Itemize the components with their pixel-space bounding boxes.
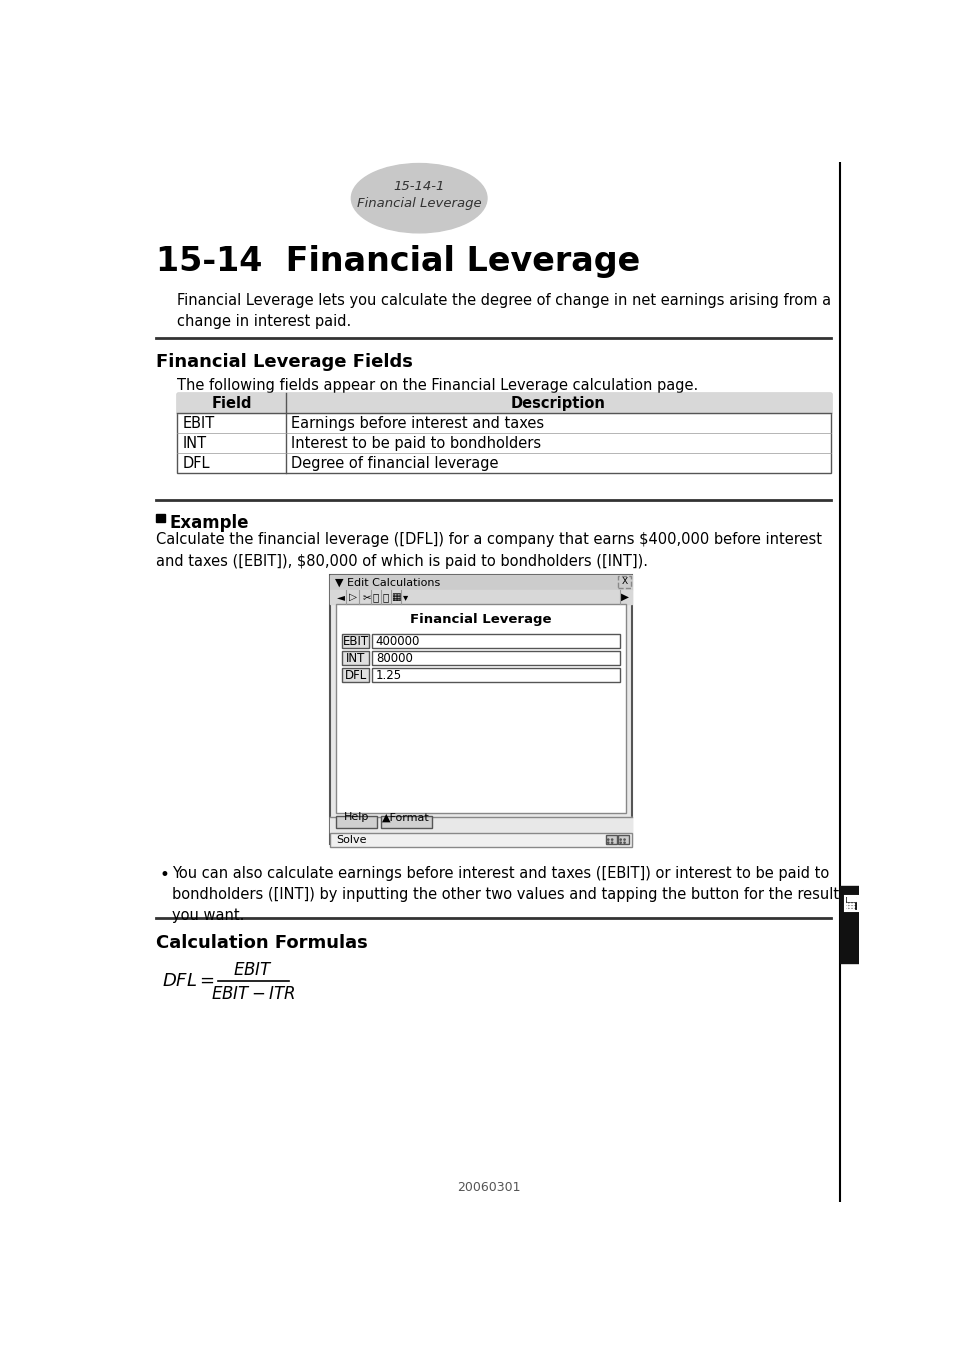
Text: Financial Leverage: Financial Leverage [356, 197, 481, 211]
Text: INT: INT [346, 652, 365, 666]
Bar [330, 590, 632, 603]
Text: ▾: ▾ [402, 593, 408, 602]
Text: Financial Leverage lets you calculate the degree of change in net earnings arisi: Financial Leverage lets you calculate th… [177, 293, 831, 329]
Bar [381, 815, 431, 828]
Bar [618, 836, 629, 844]
Text: ◄: ◄ [336, 593, 345, 602]
Text: INT: INT [183, 436, 207, 451]
Bar [177, 393, 830, 413]
Bar [605, 836, 617, 844]
Text: Calculate the financial leverage ([DFL]) for a company that earns $400,000 befor: Calculate the financial leverage ([DFL])… [156, 532, 821, 568]
Text: 15-14-1: 15-14-1 [393, 180, 444, 193]
Bar [330, 833, 632, 846]
Text: $\mathit{EBIT}-\mathit{ITR}$: $\mathit{EBIT}-\mathit{ITR}$ [211, 984, 295, 1003]
Text: Calculation Formulas: Calculation Formulas [156, 934, 368, 952]
Bar [618, 576, 630, 587]
Text: X: X [620, 578, 627, 586]
Bar [342, 651, 369, 664]
Text: 400000: 400000 [375, 636, 419, 648]
Circle shape [852, 903, 854, 906]
Circle shape [845, 909, 847, 911]
Text: $\mathit{DFL}=$: $\mathit{DFL}=$ [162, 972, 214, 991]
Ellipse shape [351, 163, 486, 232]
Text: Financial Leverage Fields: Financial Leverage Fields [156, 352, 413, 371]
Text: ⎘: ⎘ [373, 593, 378, 602]
Circle shape [848, 906, 850, 909]
Text: ▷: ▷ [349, 593, 357, 602]
Circle shape [852, 909, 854, 911]
Text: •: • [159, 865, 170, 884]
Bar [372, 668, 619, 682]
Circle shape [845, 906, 847, 909]
Text: 15-14  Financial Leverage: 15-14 Financial Leverage [156, 246, 640, 278]
Circle shape [852, 906, 854, 909]
Bar [335, 603, 625, 814]
Text: ▦: ▦ [391, 593, 400, 602]
Bar [342, 668, 369, 682]
FancyBboxPatch shape [844, 896, 857, 911]
Text: The following fields appear on the Financial Leverage calculation page.: The following fields appear on the Finan… [177, 378, 698, 393]
Text: EBIT: EBIT [183, 416, 214, 431]
Circle shape [845, 903, 847, 906]
Text: ▶: ▶ [619, 593, 628, 602]
Text: Example: Example [170, 514, 249, 532]
Text: DFL: DFL [344, 670, 366, 682]
Text: ✂: ✂ [362, 593, 371, 602]
Bar [177, 393, 830, 472]
Text: EBIT: EBIT [342, 636, 368, 648]
Text: Description: Description [510, 396, 605, 410]
Text: Help: Help [343, 813, 369, 822]
Bar [342, 634, 369, 648]
Text: 20060301: 20060301 [456, 1181, 520, 1195]
Bar [372, 651, 619, 664]
Text: 80000: 80000 [375, 652, 413, 666]
Text: Earnings before interest and taxes: Earnings before interest and taxes [291, 416, 544, 431]
Text: $\mathit{EBIT}$: $\mathit{EBIT}$ [233, 961, 274, 979]
Text: ▼ Edit Calculations: ▼ Edit Calculations [335, 578, 439, 587]
Text: Financial Leverage: Financial Leverage [410, 613, 552, 626]
Text: 1.25: 1.25 [375, 670, 401, 682]
Text: Field: Field [212, 396, 252, 410]
Text: DFL: DFL [183, 455, 210, 471]
Circle shape [848, 909, 850, 911]
Text: Interest to be paid to bondholders: Interest to be paid to bondholders [291, 436, 541, 451]
Bar [372, 634, 619, 648]
Bar [156, 514, 165, 522]
Bar [840, 886, 858, 963]
Bar [330, 575, 632, 590]
Bar [335, 815, 376, 828]
Text: ▲Format: ▲Format [382, 813, 430, 822]
Text: Degree of financial leverage: Degree of financial leverage [291, 455, 498, 471]
Bar [330, 575, 632, 844]
Circle shape [848, 903, 850, 906]
Bar [846, 898, 856, 902]
Text: Solve: Solve [335, 834, 366, 845]
Text: ⎘: ⎘ [382, 593, 389, 602]
Text: You can also calculate earnings before interest and taxes ([EBIT]) or interest t: You can also calculate earnings before i… [172, 865, 839, 923]
Bar [330, 817, 632, 833]
